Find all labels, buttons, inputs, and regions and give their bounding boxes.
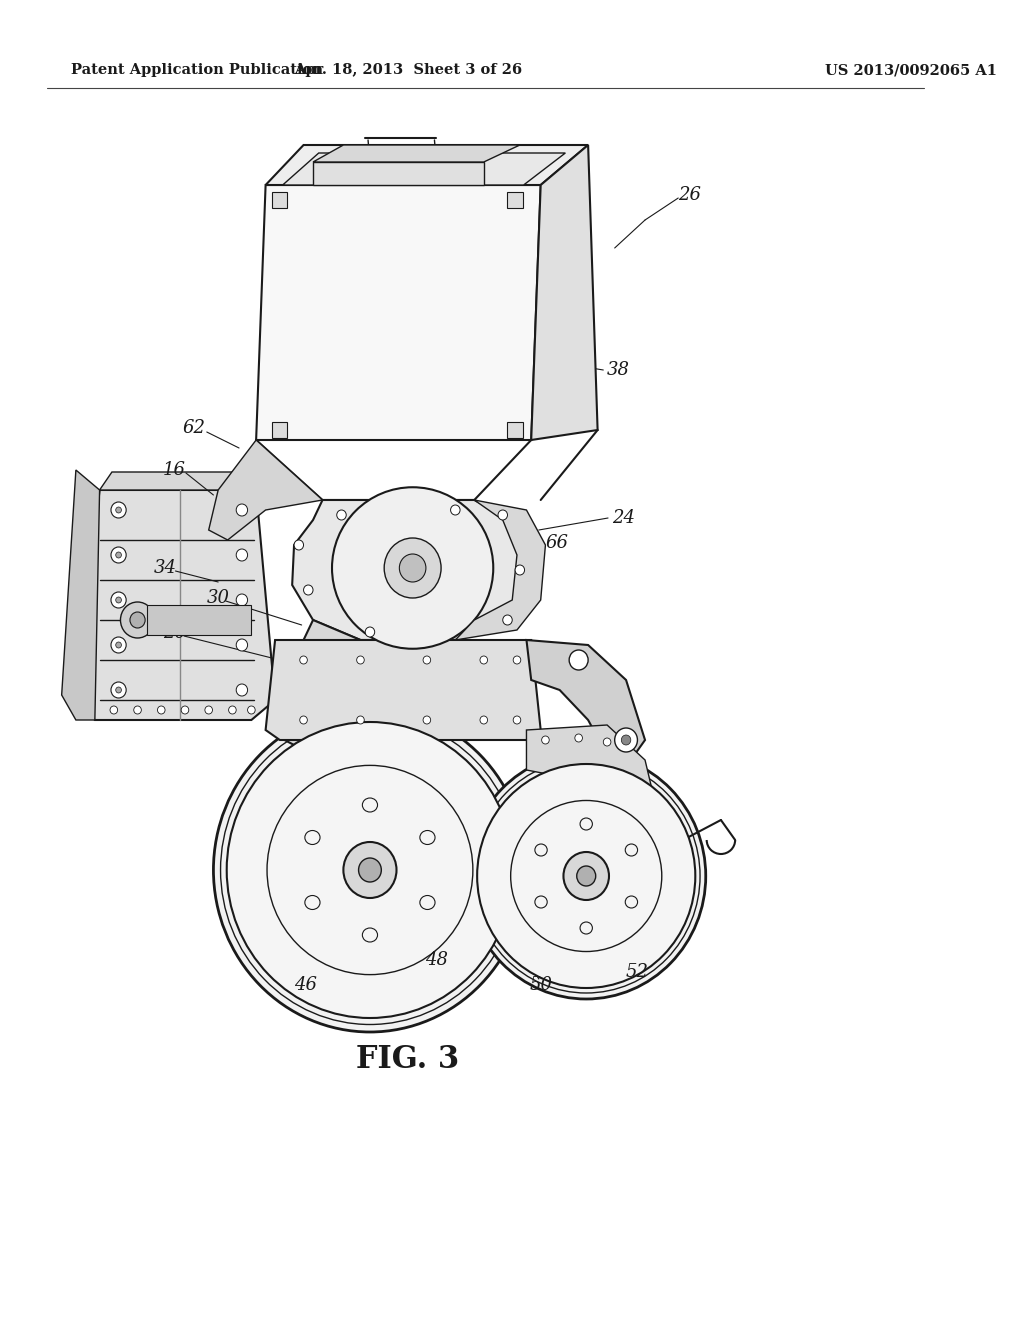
Circle shape xyxy=(569,649,588,671)
Polygon shape xyxy=(292,500,531,640)
Circle shape xyxy=(116,507,122,513)
Circle shape xyxy=(358,858,381,882)
Circle shape xyxy=(480,715,487,723)
Circle shape xyxy=(423,656,431,664)
Circle shape xyxy=(111,591,126,609)
Ellipse shape xyxy=(332,487,494,648)
Ellipse shape xyxy=(477,764,695,987)
Text: 24: 24 xyxy=(611,510,635,527)
Text: 46: 46 xyxy=(294,975,317,994)
Polygon shape xyxy=(280,620,360,760)
Circle shape xyxy=(130,612,145,628)
Text: 48: 48 xyxy=(425,950,447,969)
Text: 50: 50 xyxy=(529,975,552,994)
Polygon shape xyxy=(76,490,275,719)
Circle shape xyxy=(480,656,487,664)
Circle shape xyxy=(158,706,165,714)
Text: 30: 30 xyxy=(207,589,229,607)
Circle shape xyxy=(237,504,248,516)
Polygon shape xyxy=(147,605,251,635)
Circle shape xyxy=(248,706,255,714)
Circle shape xyxy=(237,594,248,606)
Ellipse shape xyxy=(226,722,513,1018)
Circle shape xyxy=(110,706,118,714)
Polygon shape xyxy=(508,191,522,209)
Circle shape xyxy=(294,540,303,550)
Polygon shape xyxy=(209,440,323,540)
Text: 16: 16 xyxy=(163,461,186,479)
Circle shape xyxy=(498,510,508,520)
Circle shape xyxy=(399,554,426,582)
Circle shape xyxy=(111,682,126,698)
Circle shape xyxy=(116,642,122,648)
Circle shape xyxy=(614,729,638,752)
Circle shape xyxy=(237,639,248,651)
Polygon shape xyxy=(508,422,522,438)
Polygon shape xyxy=(313,162,483,185)
Ellipse shape xyxy=(467,752,706,999)
Circle shape xyxy=(515,565,524,576)
Circle shape xyxy=(300,715,307,723)
Circle shape xyxy=(181,706,188,714)
Polygon shape xyxy=(283,153,565,185)
Polygon shape xyxy=(526,725,654,820)
Circle shape xyxy=(300,656,307,664)
Text: 20: 20 xyxy=(163,624,186,642)
Circle shape xyxy=(356,656,365,664)
Circle shape xyxy=(303,585,313,595)
Circle shape xyxy=(622,735,631,744)
Circle shape xyxy=(228,706,237,714)
Circle shape xyxy=(116,552,122,558)
Ellipse shape xyxy=(213,708,526,1032)
Polygon shape xyxy=(265,640,541,741)
Polygon shape xyxy=(313,145,520,162)
Circle shape xyxy=(384,539,441,598)
Circle shape xyxy=(111,546,126,564)
Circle shape xyxy=(513,715,521,723)
Text: Apr. 18, 2013  Sheet 3 of 26: Apr. 18, 2013 Sheet 3 of 26 xyxy=(294,63,522,77)
Circle shape xyxy=(542,737,549,744)
Circle shape xyxy=(563,851,609,900)
Polygon shape xyxy=(99,473,270,490)
Polygon shape xyxy=(456,500,546,640)
Circle shape xyxy=(503,615,512,624)
Polygon shape xyxy=(272,422,288,438)
Text: Patent Application Publication: Patent Application Publication xyxy=(71,63,324,77)
Circle shape xyxy=(116,686,122,693)
Polygon shape xyxy=(256,185,541,440)
Circle shape xyxy=(423,715,431,723)
Text: 26: 26 xyxy=(678,186,701,205)
Circle shape xyxy=(134,706,141,714)
Circle shape xyxy=(116,597,122,603)
Circle shape xyxy=(356,715,365,723)
Circle shape xyxy=(603,738,611,746)
Text: US 2013/0092065 A1: US 2013/0092065 A1 xyxy=(825,63,997,77)
Circle shape xyxy=(513,656,521,664)
Circle shape xyxy=(111,502,126,517)
Polygon shape xyxy=(531,145,598,440)
Circle shape xyxy=(574,734,583,742)
Circle shape xyxy=(111,638,126,653)
Text: 34: 34 xyxy=(154,558,177,577)
Circle shape xyxy=(343,842,396,898)
Circle shape xyxy=(237,684,248,696)
Circle shape xyxy=(237,549,248,561)
Polygon shape xyxy=(272,191,288,209)
Circle shape xyxy=(577,866,596,886)
Circle shape xyxy=(366,627,375,638)
Text: 62: 62 xyxy=(182,418,205,437)
Circle shape xyxy=(337,510,346,520)
Text: FIG. 3: FIG. 3 xyxy=(356,1044,460,1076)
Text: 52: 52 xyxy=(626,964,649,981)
Text: 38: 38 xyxy=(607,360,630,379)
Circle shape xyxy=(451,506,460,515)
Polygon shape xyxy=(265,145,588,185)
Text: 66: 66 xyxy=(546,535,568,552)
Polygon shape xyxy=(61,470,99,719)
Polygon shape xyxy=(526,640,645,760)
Circle shape xyxy=(205,706,213,714)
Circle shape xyxy=(121,602,155,638)
